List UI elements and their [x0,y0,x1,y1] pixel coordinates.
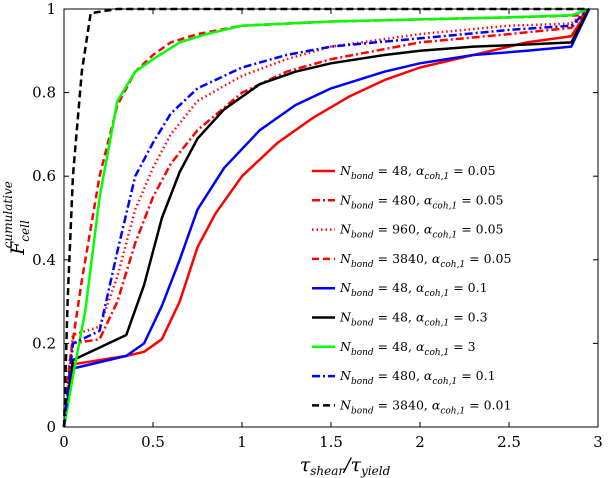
x-tick-label: 3 [593,433,603,451]
y-label-sub: cell [18,220,32,242]
series-line-6 [62,8,591,428]
y-label-sup: cumulative [1,181,15,248]
y-ticks: 0 0.2 0.4 0.6 0.8 1 [32,0,598,436]
x-tick-label: 1 [237,433,247,451]
series-line-1 [62,8,591,428]
x-label-sub2: yield [360,464,391,478]
y-tick-label: 0.8 [32,84,56,102]
x-ticks: 0 0.5 1 1.5 2 2.5 3 [59,9,603,451]
legend: Nbond = 48, αcoh,1 = 0.05 Nbond = 480, αc… [312,163,511,416]
legend-entry-8: Nbond = 480, αcoh,1 = 0.1 [339,368,496,387]
x-tick-label: 1.5 [319,433,343,451]
y-axis-label-group: Fcellcumulative [1,181,32,256]
legend-entry-3: Nbond = 960, αcoh,1 = 0.05 [339,222,503,241]
y-tick-label: 0.2 [32,334,56,352]
y-tick-label: 0.6 [32,167,56,185]
y-tick-label: 0.4 [32,251,56,269]
y-tick-label: 0 [46,418,56,436]
legend-entry-9: Nbond = 3840, αcoh,1 = 0.01 [339,397,511,416]
y-label-main: F [7,241,29,256]
legend-entry-5: Nbond = 48, αcoh,1 = 0.1 [339,280,488,299]
x-tick-label: 2.5 [497,433,521,451]
legend-entry-6: Nbond = 48, αcoh,1 = 0.3 [339,310,488,329]
y-tick-label: 1 [46,0,56,18]
x-tick-label: 0 [59,433,69,451]
x-tick-label: 0.5 [141,433,165,451]
plot-background [64,9,598,427]
series-line-5 [62,8,591,428]
legend-entry-7: Nbond = 48, αcoh,1 = 3 [339,339,476,358]
x-tick-label: 2 [415,433,425,451]
series-line-8 [62,8,590,428]
y-axis-label: Fcellcumulative [1,181,32,256]
legend-entry-2: Nbond = 480, αcoh,1 = 0.05 [339,192,503,211]
legend-entry-4: Nbond = 3840, αcoh,1 = 0.05 [339,251,511,270]
series-line-7 [62,7,590,428]
x-label-sub1: shear [310,464,345,478]
legend-entry-1: Nbond = 48, αcoh,1 = 0.05 [339,163,496,182]
x-label-main: τ [300,454,311,476]
series-line-2 [62,8,591,428]
x-axis-label: τshear/τyield [300,454,391,478]
x-label-slash: /τ [342,454,361,476]
